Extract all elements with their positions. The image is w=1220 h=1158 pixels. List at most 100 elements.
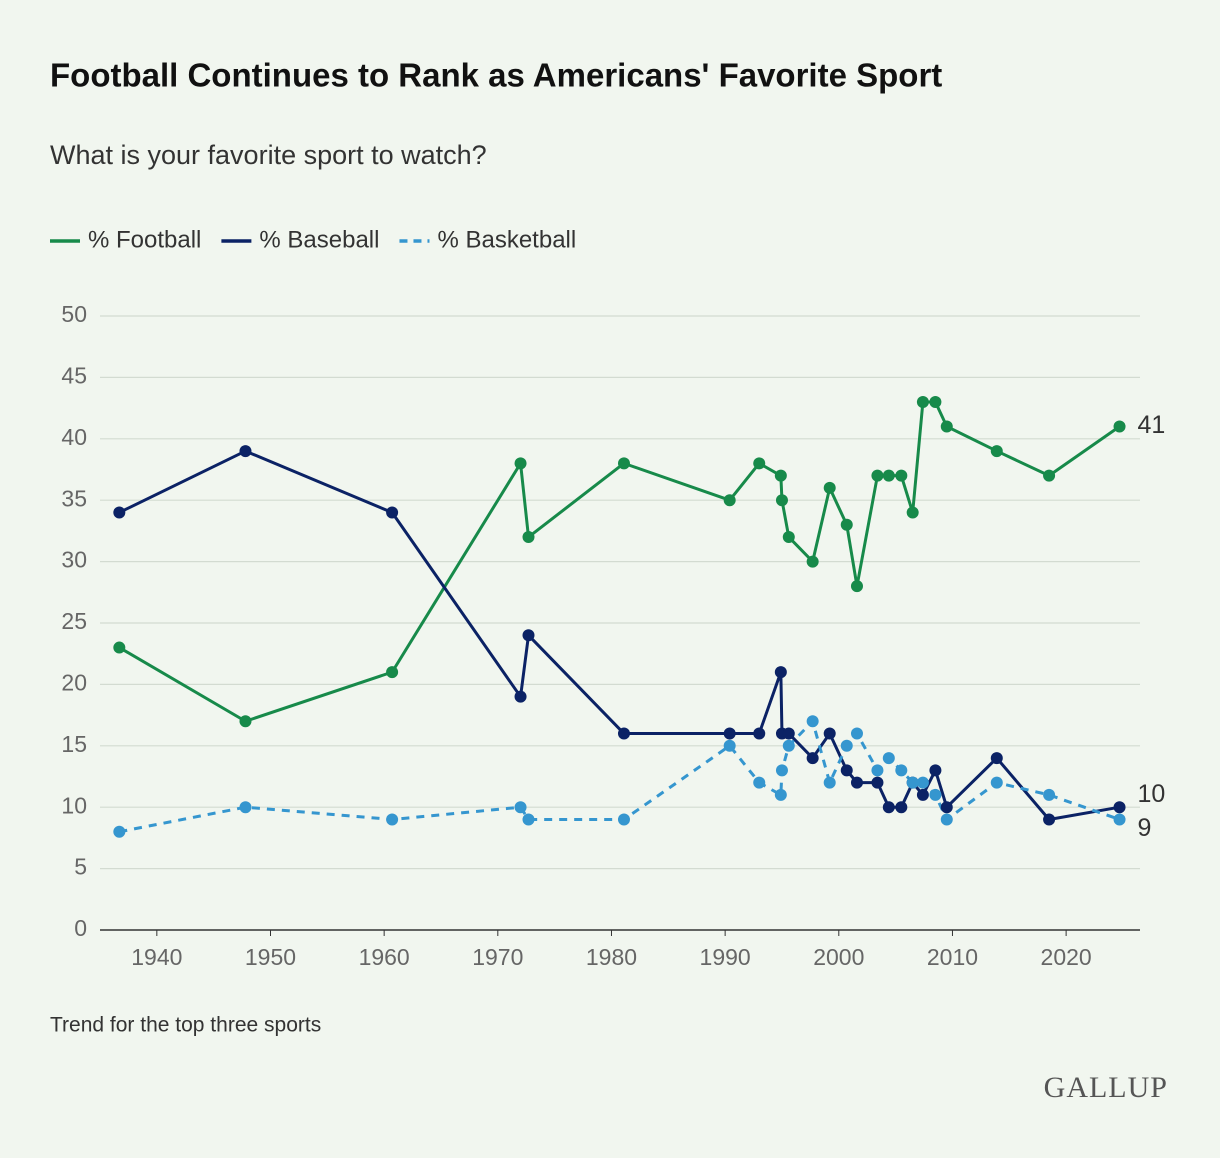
data-point bbox=[929, 764, 942, 777]
data-point bbox=[1113, 813, 1126, 826]
data-point bbox=[940, 813, 953, 826]
data-point bbox=[882, 752, 895, 765]
y-tick-label: 5 bbox=[74, 854, 87, 880]
data-point bbox=[239, 445, 252, 458]
data-point bbox=[916, 395, 929, 408]
y-tick-label: 45 bbox=[61, 362, 87, 388]
data-point bbox=[806, 752, 819, 765]
data-point bbox=[929, 788, 942, 801]
data-point bbox=[514, 457, 527, 470]
data-point bbox=[840, 518, 853, 531]
data-point bbox=[753, 776, 766, 789]
data-point bbox=[850, 776, 863, 789]
data-point bbox=[522, 531, 535, 544]
data-point bbox=[1043, 813, 1056, 826]
data-point bbox=[882, 469, 895, 482]
end-label: 9 bbox=[1138, 814, 1152, 842]
data-point bbox=[871, 469, 884, 482]
legend-label: % Football bbox=[88, 226, 201, 253]
data-point bbox=[895, 469, 908, 482]
data-point bbox=[895, 764, 908, 777]
data-point bbox=[782, 727, 795, 740]
source-logo: GALLUP bbox=[1044, 1071, 1168, 1104]
data-point bbox=[113, 825, 126, 838]
data-point bbox=[940, 801, 953, 814]
series-line bbox=[119, 719, 1121, 834]
legend-label: % Baseball bbox=[259, 226, 379, 253]
data-point bbox=[823, 481, 836, 494]
y-tick-label: 20 bbox=[61, 669, 87, 695]
data-point bbox=[850, 727, 863, 740]
data-point bbox=[895, 801, 908, 814]
data-point bbox=[916, 788, 929, 801]
data-point bbox=[774, 469, 787, 482]
data-point bbox=[871, 776, 884, 789]
data-point bbox=[723, 739, 736, 752]
footnote: Trend for the top three sports bbox=[50, 1014, 321, 1037]
x-tick-label: 1960 bbox=[359, 944, 410, 970]
data-point bbox=[753, 457, 766, 470]
end-label: 41 bbox=[1138, 411, 1166, 439]
y-tick-label: 30 bbox=[61, 547, 87, 573]
data-point bbox=[782, 531, 795, 544]
x-tick-label: 1980 bbox=[586, 944, 637, 970]
data-point bbox=[840, 764, 853, 777]
data-point bbox=[386, 506, 399, 519]
y-tick-label: 15 bbox=[61, 731, 87, 757]
y-tick-label: 35 bbox=[61, 485, 87, 511]
y-tick-label: 25 bbox=[61, 608, 87, 634]
chart-subtitle: What is your favorite sport to watch? bbox=[50, 140, 487, 170]
x-tick-label: 1950 bbox=[245, 944, 296, 970]
y-tick-label: 50 bbox=[61, 301, 87, 327]
data-point bbox=[1113, 420, 1126, 433]
data-point bbox=[840, 739, 853, 752]
data-point bbox=[514, 801, 527, 814]
data-point bbox=[775, 764, 788, 777]
x-tick-label: 1940 bbox=[131, 944, 182, 970]
data-point bbox=[723, 727, 736, 740]
data-point bbox=[990, 776, 1003, 789]
data-point bbox=[823, 727, 836, 740]
y-tick-label: 0 bbox=[74, 915, 87, 941]
chart-title: Football Continues to Rank as Americans'… bbox=[50, 57, 942, 94]
data-point bbox=[882, 801, 895, 814]
x-tick-label: 2010 bbox=[927, 944, 978, 970]
data-point bbox=[774, 666, 787, 679]
data-point bbox=[113, 506, 126, 519]
data-point bbox=[522, 813, 535, 826]
legend-label: % Basketball bbox=[437, 226, 576, 253]
data-point bbox=[774, 788, 787, 801]
data-point bbox=[929, 395, 942, 408]
data-point bbox=[775, 494, 788, 507]
data-point bbox=[1113, 801, 1126, 814]
data-point bbox=[1043, 469, 1056, 482]
data-point bbox=[617, 727, 630, 740]
y-tick-label: 10 bbox=[61, 792, 87, 818]
y-tick-label: 40 bbox=[61, 424, 87, 450]
x-tick-label: 2020 bbox=[1041, 944, 1092, 970]
data-point bbox=[850, 580, 863, 593]
data-point bbox=[806, 555, 819, 568]
data-point bbox=[806, 715, 819, 728]
end-label: 10 bbox=[1138, 780, 1166, 808]
data-point bbox=[1043, 788, 1056, 801]
data-point bbox=[239, 801, 252, 814]
data-point bbox=[723, 494, 736, 507]
data-point bbox=[916, 776, 929, 789]
data-point bbox=[753, 727, 766, 740]
data-point bbox=[239, 715, 252, 728]
data-point bbox=[906, 776, 919, 789]
x-tick-label: 1970 bbox=[472, 944, 523, 970]
data-point bbox=[990, 752, 1003, 765]
data-point bbox=[782, 739, 795, 752]
data-point bbox=[871, 764, 884, 777]
data-point bbox=[906, 506, 919, 519]
data-point bbox=[386, 666, 399, 679]
data-point bbox=[990, 445, 1003, 458]
x-tick-label: 1990 bbox=[700, 944, 751, 970]
data-point bbox=[617, 457, 630, 470]
x-tick-label: 2000 bbox=[813, 944, 864, 970]
data-point bbox=[386, 813, 399, 826]
data-point bbox=[522, 629, 535, 642]
